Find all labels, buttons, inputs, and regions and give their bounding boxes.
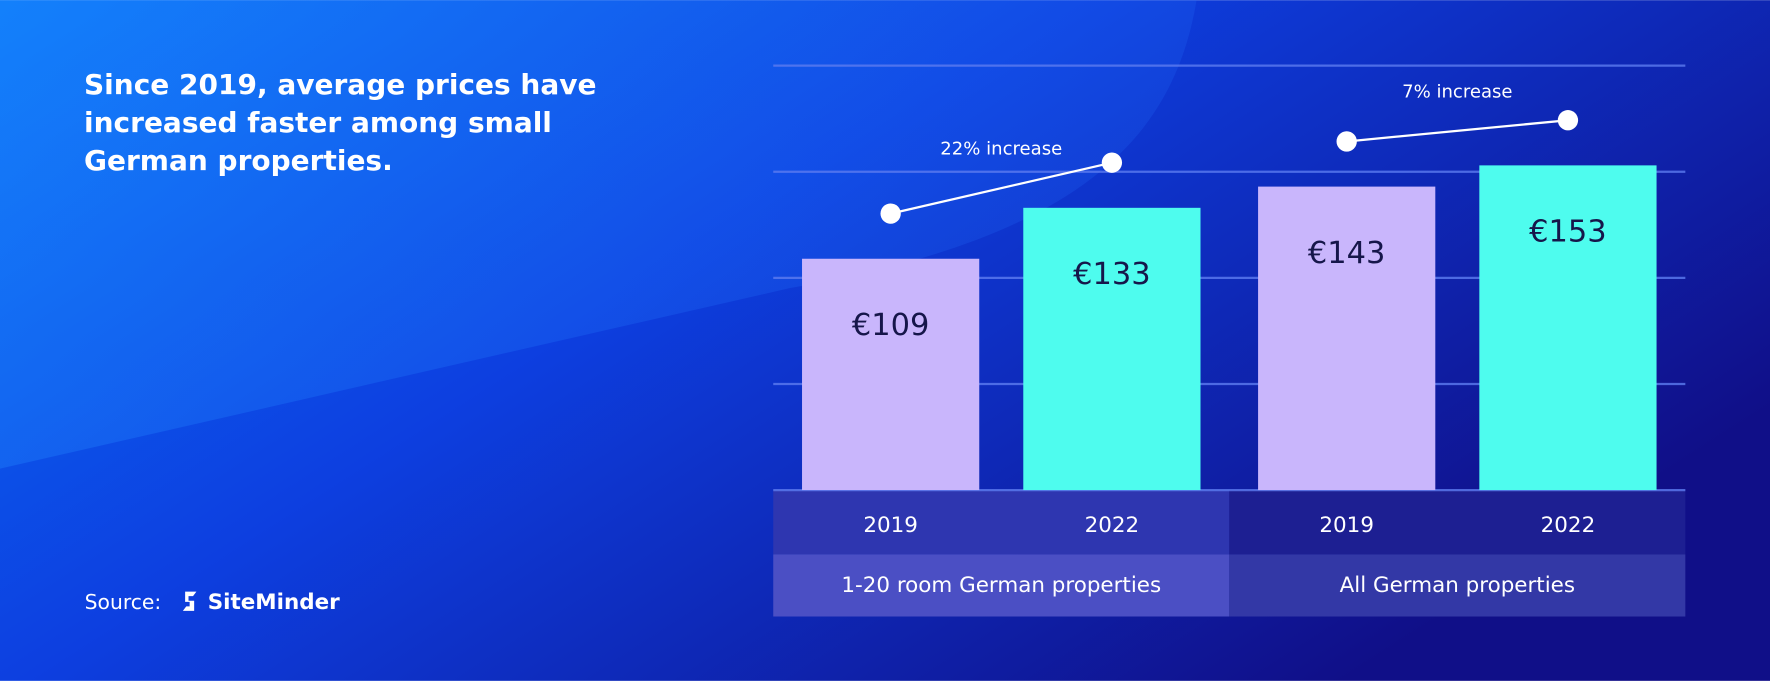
- x-tick-label: 2019: [1319, 513, 1374, 538]
- group-band: [773, 554, 1230, 617]
- category-band: [1229, 490, 1686, 555]
- source-label: Source:: [85, 590, 162, 614]
- value-label: €153: [1529, 215, 1607, 250]
- value-label: €133: [1073, 257, 1151, 292]
- annotation: 7% increase: [1402, 81, 1512, 102]
- bar: [1023, 207, 1201, 491]
- source-name: SiteMinder: [208, 590, 340, 615]
- trend-dot: [880, 203, 901, 224]
- chart-title: Since 2019, average prices have increase…: [84, 68, 597, 177]
- group-label: All German properties: [1340, 573, 1575, 598]
- group-label: 1-20 room German properties: [841, 573, 1161, 598]
- category-band: [773, 490, 1230, 555]
- trend-dot: [1557, 110, 1579, 131]
- x-tick-label: 2022: [1541, 513, 1596, 538]
- value-label: €143: [1308, 236, 1386, 271]
- annotation: 22% increase: [940, 139, 1062, 160]
- bar: [802, 258, 980, 491]
- x-tick-label: 2019: [863, 513, 918, 538]
- logo-icon: [182, 591, 197, 611]
- trend-line: [890, 161, 1113, 215]
- group-band: [1229, 554, 1686, 617]
- trend-dot: [1101, 152, 1123, 173]
- x-tick-label: 2022: [1085, 513, 1140, 538]
- trend-dot: [1336, 131, 1357, 152]
- value-label: €109: [852, 308, 930, 343]
- bar: [1479, 165, 1657, 491]
- background-shape: [0, 0, 1197, 469]
- bar: [1258, 186, 1436, 491]
- trend-line: [1346, 119, 1569, 143]
